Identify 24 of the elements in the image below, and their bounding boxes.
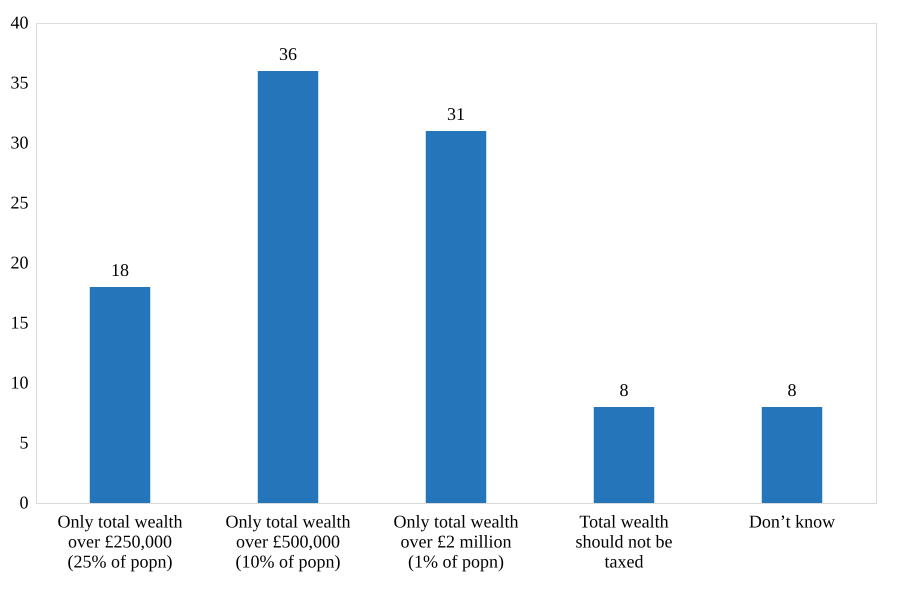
y-tick-label: 10 [10, 372, 28, 392]
bar [594, 407, 654, 503]
y-tick-label: 30 [10, 132, 28, 152]
y-tick-label: 0 [20, 492, 28, 512]
y-tick-label: 20 [10, 252, 28, 272]
x-tick-label: Don’t know [748, 512, 836, 532]
y-tick-label: 15 [10, 312, 28, 332]
data-label: 36 [279, 44, 297, 64]
y-tick-label: 25 [10, 192, 28, 212]
data-label: 8 [788, 380, 796, 400]
y-tick-label: 35 [10, 72, 28, 92]
x-tick-label: Total wealth should not be taxed [576, 512, 673, 572]
bar [90, 287, 150, 503]
x-tick-label: Only total wealth over £2 million (1% of popn) [394, 512, 518, 572]
bar [258, 71, 318, 503]
y-tick-label: 40 [10, 12, 28, 32]
bar [762, 407, 822, 503]
data-label: 31 [447, 104, 465, 124]
data-label: 8 [620, 380, 628, 400]
x-tick-label: Only total wealth over £250,000 (25% of popn) [58, 512, 182, 572]
bar [426, 131, 486, 503]
y-tick-label: 5 [20, 432, 28, 452]
data-label: 18 [111, 260, 129, 280]
x-tick-label: Only total wealth over £500,000 (10% of popn) [226, 512, 350, 572]
